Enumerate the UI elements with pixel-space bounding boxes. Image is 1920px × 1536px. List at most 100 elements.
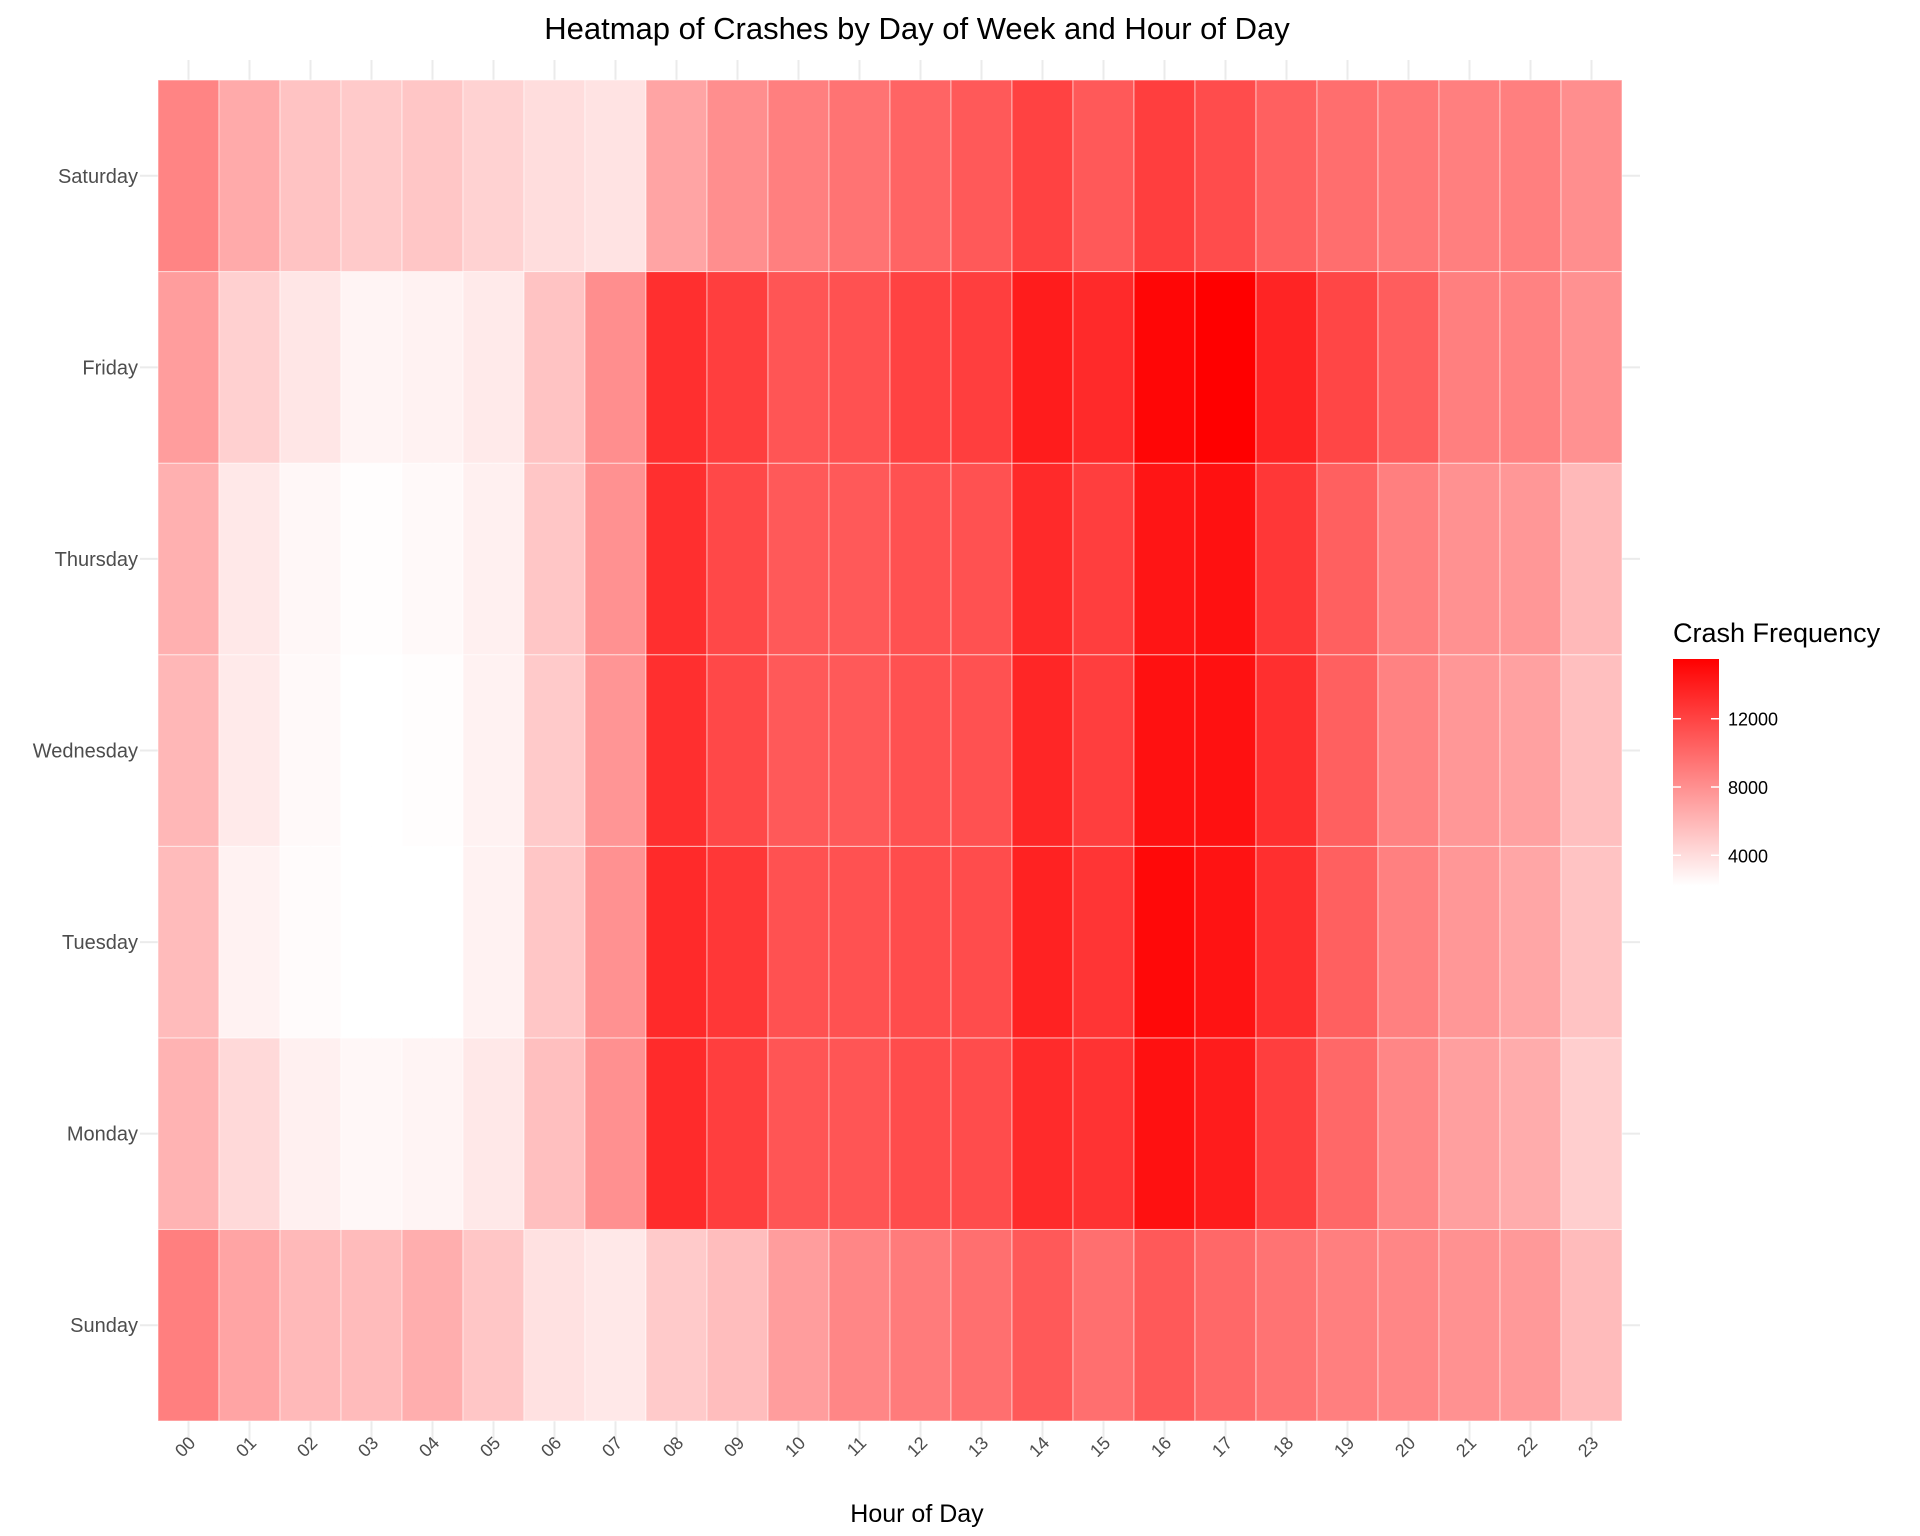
heatmap-cell-tuesday-00 [157, 845, 220, 1039]
chart-title: Heatmap of Crashes by Day of Week and Ho… [544, 11, 1290, 46]
heatmap-cell-thursday-01 [218, 462, 281, 656]
heatmap-cell-saturday-22 [1499, 79, 1562, 273]
x-tick-label-01: 01 [232, 1433, 260, 1461]
heatmap-cell-thursday-21 [1438, 462, 1501, 656]
heatmap-cell-saturday-05 [462, 79, 525, 273]
heatmap-cell-wednesday-07 [584, 654, 647, 847]
heatmap-cell-thursday-08 [645, 462, 708, 656]
heatmap-cell-thursday-10 [767, 462, 830, 656]
heatmap-cell-monday-18 [1255, 1037, 1318, 1230]
heatmap-cell-thursday-03 [340, 462, 403, 656]
heatmap-cell-wednesday-06 [523, 654, 586, 847]
heatmap-cell-thursday-14 [1011, 462, 1074, 656]
heatmap-cell-monday-06 [523, 1037, 586, 1230]
heatmap-cell-wednesday-22 [1499, 654, 1562, 847]
heatmap-cell-sunday-23 [1560, 1228, 1623, 1422]
heatmap-cell-monday-08 [645, 1037, 708, 1230]
x-tick-label-20: 20 [1391, 1433, 1419, 1461]
heatmap-cell-sunday-07 [584, 1228, 647, 1422]
x-tick-label-10: 10 [781, 1433, 809, 1461]
heatmap-cell-thursday-04 [401, 462, 464, 656]
heatmap-cell-tuesday-04 [401, 845, 464, 1039]
heatmap-cell-monday-11 [828, 1037, 891, 1230]
x-tick-label-15: 15 [1086, 1433, 1114, 1461]
heatmap-cell-sunday-00 [157, 1228, 220, 1422]
heatmap-cell-tuesday-14 [1011, 845, 1074, 1039]
x-tick-label-16: 16 [1147, 1433, 1175, 1461]
heatmap-cell-sunday-03 [340, 1228, 403, 1422]
heatmap-cell-wednesday-23 [1560, 654, 1623, 847]
heatmap-cell-friday-21 [1438, 271, 1501, 464]
heatmap-cell-tuesday-17 [1194, 845, 1257, 1039]
heatmap-cell-wednesday-20 [1377, 654, 1440, 847]
heatmap-cell-wednesday-03 [340, 654, 403, 847]
heatmap-cell-sunday-05 [462, 1228, 525, 1422]
heatmap-cell-saturday-18 [1255, 79, 1318, 273]
x-tick-label-09: 09 [720, 1433, 748, 1461]
x-tick-label-21: 21 [1452, 1433, 1480, 1461]
heatmap-cell-friday-15 [1072, 271, 1135, 464]
heatmap-cell-sunday-08 [645, 1228, 708, 1422]
heatmap-cell-friday-17 [1194, 271, 1257, 464]
heatmap-cell-thursday-20 [1377, 462, 1440, 656]
heatmap-cell-tuesday-16 [1133, 845, 1196, 1039]
heatmap-cell-friday-22 [1499, 271, 1562, 464]
y-tick-label-saturday: Saturday [58, 166, 138, 188]
heatmap-cell-saturday-14 [1011, 79, 1074, 273]
heatmap-cell-thursday-19 [1316, 462, 1379, 656]
heatmap-cell-sunday-04 [401, 1228, 464, 1422]
heatmap-cell-monday-20 [1377, 1037, 1440, 1230]
heatmap-cell-monday-15 [1072, 1037, 1135, 1230]
x-tick-label-08: 08 [659, 1433, 687, 1461]
heatmap-cell-saturday-01 [218, 79, 281, 273]
x-tick-label-00: 00 [171, 1433, 199, 1461]
heatmap-cell-tuesday-22 [1499, 845, 1562, 1039]
heatmap-cell-friday-13 [950, 271, 1013, 464]
heatmap-cell-thursday-18 [1255, 462, 1318, 656]
heatmap-cell-thursday-12 [889, 462, 952, 656]
legend-tick-label-12000: 12000 [1728, 710, 1778, 730]
heatmap-cell-tuesday-15 [1072, 845, 1135, 1039]
x-tick-label-19: 19 [1330, 1433, 1358, 1461]
heatmap-cell-saturday-02 [279, 79, 342, 273]
heatmap-cell-wednesday-19 [1316, 654, 1379, 847]
heatmap-cell-wednesday-17 [1194, 654, 1257, 847]
heatmap-cell-saturday-04 [401, 79, 464, 273]
heatmap-cell-sunday-22 [1499, 1228, 1562, 1422]
y-tick-label-monday: Monday [67, 1124, 138, 1146]
heatmap-cell-wednesday-02 [279, 654, 342, 847]
heatmap-cell-monday-00 [157, 1037, 220, 1230]
heatmap-cell-thursday-02 [279, 462, 342, 656]
heatmap-cell-friday-06 [523, 271, 586, 464]
heatmap-cell-sunday-11 [828, 1228, 891, 1422]
heatmap-cell-thursday-11 [828, 462, 891, 656]
heatmap-cell-friday-19 [1316, 271, 1379, 464]
heatmap-cell-friday-00 [157, 271, 220, 464]
heatmap-cell-tuesday-19 [1316, 845, 1379, 1039]
heatmap-cell-friday-09 [706, 271, 769, 464]
heatmap-cell-friday-07 [584, 271, 647, 464]
heatmap-cell-sunday-14 [1011, 1228, 1074, 1422]
heatmap-cell-tuesday-23 [1560, 845, 1623, 1039]
heatmap-cell-sunday-18 [1255, 1228, 1318, 1422]
heatmap-cell-friday-18 [1255, 271, 1318, 464]
heatmap-cell-sunday-21 [1438, 1228, 1501, 1422]
heatmap-cell-friday-04 [401, 271, 464, 464]
x-tick-label-04: 04 [415, 1433, 443, 1461]
heatmap-cell-sunday-13 [950, 1228, 1013, 1422]
legend-colorbar [1673, 659, 1719, 886]
heatmap-cell-tuesday-12 [889, 845, 952, 1039]
heatmap-cell-monday-01 [218, 1037, 281, 1230]
heatmap-cell-thursday-17 [1194, 462, 1257, 656]
x-tick-label-17: 17 [1208, 1433, 1236, 1461]
heatmap-cell-sunday-02 [279, 1228, 342, 1422]
heatmap-cell-monday-22 [1499, 1037, 1562, 1230]
heatmap-cell-saturday-21 [1438, 79, 1501, 273]
heatmap-cell-saturday-11 [828, 79, 891, 273]
x-tick-label-07: 07 [598, 1433, 626, 1461]
heatmap-cell-monday-16 [1133, 1037, 1196, 1230]
heatmap-cell-thursday-23 [1560, 462, 1623, 656]
heatmap-cell-tuesday-08 [645, 845, 708, 1039]
heatmap-cell-tuesday-13 [950, 845, 1013, 1039]
